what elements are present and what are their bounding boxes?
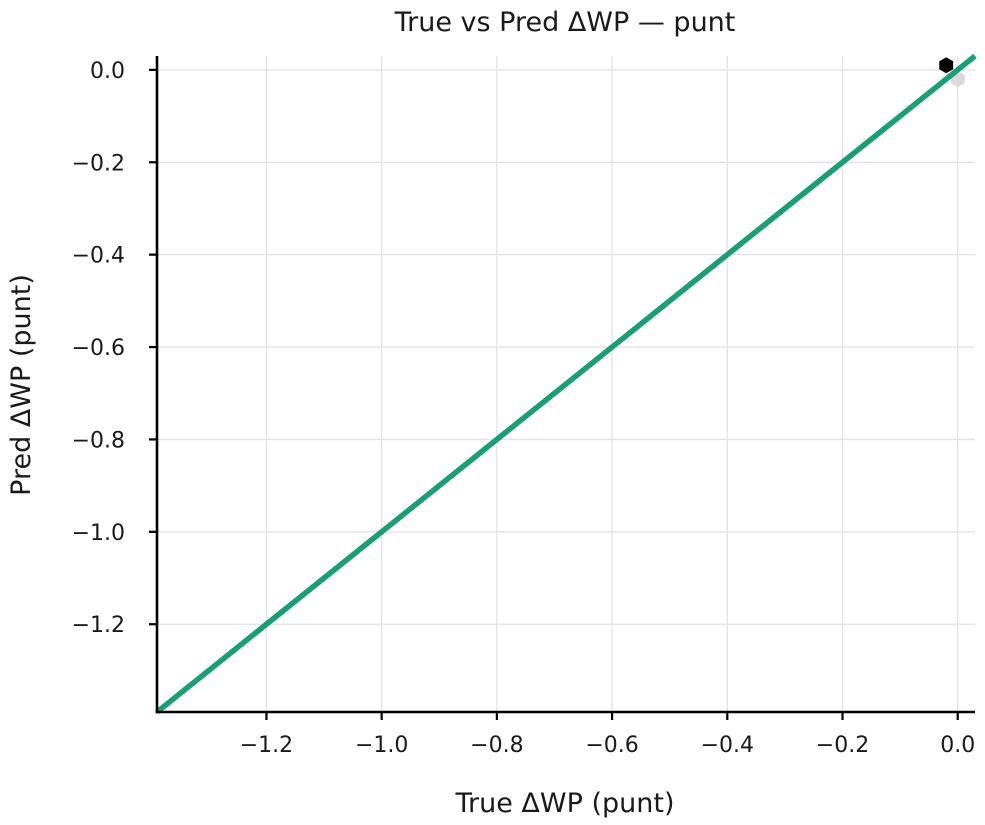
chart-marks xyxy=(155,53,977,715)
y-tick-label-4: −0.8 xyxy=(72,428,125,453)
y-tick-label-0: 0.0 xyxy=(90,59,125,84)
x-tick-label-5: −0.2 xyxy=(816,733,869,758)
x-tick-label-3: −0.6 xyxy=(585,733,638,758)
y-axis-title: Pred ΔWP (punt) xyxy=(6,274,37,496)
x-tick-label-6: 0.0 xyxy=(940,733,975,758)
chart-title: True vs Pred ΔWP — punt xyxy=(394,7,736,38)
y-tick-label-3: −0.6 xyxy=(72,336,125,361)
x-tick-label-1: −1.0 xyxy=(355,733,408,758)
y-tick-label-6: −1.2 xyxy=(72,613,125,638)
hexbin-point-0 xyxy=(939,57,954,74)
axes xyxy=(149,56,975,720)
x-tick-label-2: −0.8 xyxy=(470,733,523,758)
tick-labels: −1.2 −1.0 −0.8 −0.6 −0.4 −0.2 0.0 0.0 −0.2 −0.4 −0… xyxy=(72,59,976,758)
x-axis-title: True ΔWP (punt) xyxy=(455,788,675,819)
x-tick-label-4: −0.4 xyxy=(701,733,754,758)
x-tick-label-0: −1.2 xyxy=(240,733,293,758)
identity-line xyxy=(155,53,977,715)
y-tick-label-1: −0.2 xyxy=(72,151,125,176)
y-tick-label-2: −0.4 xyxy=(72,244,125,269)
y-tick-label-5: −1.0 xyxy=(72,521,125,546)
